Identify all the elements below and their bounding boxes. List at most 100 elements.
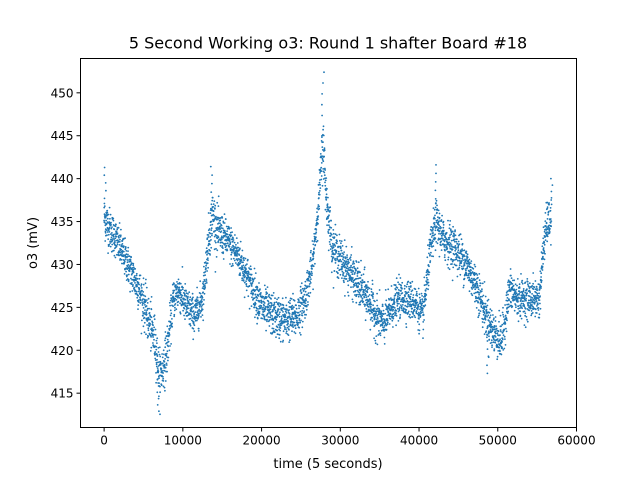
data-point (236, 252, 239, 255)
data-point (263, 309, 265, 311)
data-point (111, 243, 114, 246)
data-point (434, 249, 437, 252)
data-point (138, 287, 141, 290)
data-point (549, 227, 551, 230)
data-point (357, 261, 360, 264)
data-point (103, 206, 106, 209)
data-point (492, 326, 495, 329)
data-point (521, 307, 523, 310)
data-point (392, 306, 395, 308)
data-point (174, 306, 176, 309)
data-point (107, 238, 110, 241)
data-point (262, 313, 265, 316)
data-point (110, 221, 112, 224)
data-point (433, 216, 435, 219)
data-point (244, 257, 247, 260)
data-point (376, 304, 379, 307)
data-point (473, 286, 476, 288)
data-point (375, 318, 378, 321)
data-point (169, 327, 172, 329)
data-point-extreme (550, 190, 553, 193)
data-point (285, 304, 288, 307)
data-point (476, 282, 479, 285)
data-point (305, 299, 307, 302)
data-point (458, 243, 461, 246)
data-point (450, 229, 452, 232)
data-point (256, 322, 258, 325)
data-point (146, 324, 149, 326)
data-point (277, 323, 280, 326)
data-point (512, 284, 515, 287)
data-point (521, 279, 524, 282)
data-point (239, 272, 242, 274)
data-point (221, 241, 224, 244)
data-point (409, 298, 412, 301)
data-point (225, 235, 228, 238)
data-point (485, 306, 488, 309)
data-point (279, 329, 281, 332)
data-point (457, 259, 459, 262)
data-point (307, 303, 309, 306)
data-point (421, 298, 424, 301)
data-point (155, 339, 158, 342)
data-point (352, 286, 354, 288)
data-point (166, 350, 169, 353)
data-point (109, 233, 112, 236)
data-point (160, 362, 162, 365)
data-point (271, 294, 274, 297)
data-point (425, 287, 428, 290)
data-point (173, 315, 176, 318)
data-point (519, 307, 521, 310)
data-point (282, 304, 285, 307)
data-point (369, 301, 372, 304)
data-point (158, 382, 161, 384)
data-point (424, 295, 427, 298)
data-point (449, 244, 451, 246)
data-point (282, 330, 285, 333)
data-point (473, 277, 475, 280)
data-point (527, 283, 529, 286)
data-point (275, 336, 277, 338)
data-point (483, 302, 485, 305)
data-point (359, 277, 362, 279)
data-point (460, 238, 463, 241)
data-point (501, 340, 503, 343)
data-point (409, 282, 412, 285)
data-point (371, 283, 374, 285)
data-point (364, 303, 367, 306)
data-point (492, 314, 494, 316)
data-point (366, 288, 369, 291)
data-point (262, 295, 265, 298)
data-point (197, 327, 200, 330)
data-point (155, 372, 157, 374)
data-point (375, 323, 378, 325)
data-point (163, 386, 166, 389)
data-point (491, 344, 493, 347)
data-point (279, 340, 282, 343)
data-point (112, 236, 115, 238)
data-point (347, 272, 350, 275)
data-point (369, 312, 371, 315)
data-point (260, 302, 263, 304)
data-point (261, 317, 264, 320)
data-point (260, 306, 262, 309)
data-point (372, 304, 374, 307)
data-point (486, 315, 488, 318)
data-point (250, 268, 253, 270)
data-point (345, 273, 348, 275)
data-point (349, 259, 352, 261)
data-point (145, 311, 148, 314)
data-point (398, 296, 401, 299)
data-point (334, 233, 337, 236)
data-point (508, 299, 510, 302)
data-point (275, 301, 278, 304)
data-point (269, 312, 272, 315)
data-point (153, 333, 156, 336)
data-point (278, 315, 281, 318)
data-point (288, 325, 290, 328)
data-point (162, 385, 165, 388)
data-point (532, 272, 535, 274)
data-point (252, 292, 255, 295)
data-point (540, 279, 543, 282)
data-point (454, 249, 457, 252)
